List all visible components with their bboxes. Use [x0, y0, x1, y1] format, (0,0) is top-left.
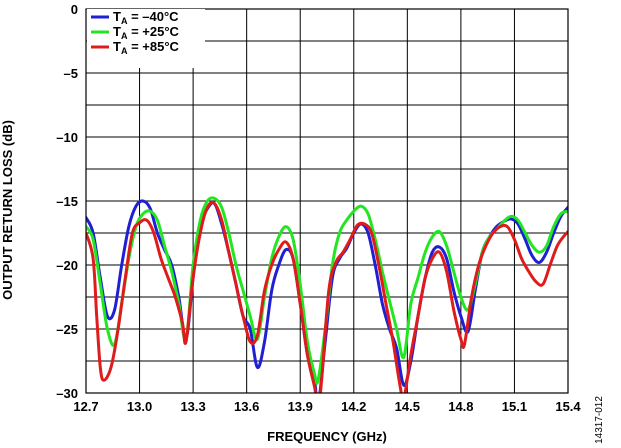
- y-axis-label: OUTPUT RETURN LOSS (dB): [0, 120, 15, 300]
- x-tick-label: 13.9: [288, 399, 313, 414]
- y-tick-label: –25: [56, 322, 78, 337]
- y-tick-label: –10: [56, 130, 78, 145]
- y-tick-labels: 0 –5 –10 –15 –20 –25 –30: [56, 2, 78, 401]
- series-line-2: [86, 201, 568, 393]
- x-tick-label: 14.8: [448, 399, 473, 414]
- legend-box: [87, 9, 205, 68]
- x-tick-label: 15.1: [502, 399, 527, 414]
- y-tick-label: –30: [56, 386, 78, 401]
- x-tick-label: 13.6: [234, 399, 259, 414]
- y-tick-label: –20: [56, 258, 78, 273]
- figure-id: 14317-012: [594, 396, 605, 444]
- plot-frame: [85, 8, 569, 394]
- x-axis-label: FREQUENCY (GHz): [267, 429, 387, 444]
- x-tick-label: 13.3: [180, 399, 205, 414]
- x-tick-label: 12.7: [73, 399, 98, 414]
- series-layer: [86, 196, 568, 393]
- y-tick-label: –15: [56, 194, 78, 209]
- x-tick-label: 13.0: [127, 399, 152, 414]
- x-tick-label: 14.2: [341, 399, 366, 414]
- y-tick-label: –5: [64, 66, 78, 81]
- legend-label: TA = +25°C: [113, 24, 180, 41]
- legend: TA = –40°CTA = +25°CTA = +85°C: [91, 9, 180, 56]
- legend-label: TA = –40°C: [113, 9, 179, 26]
- y-tick-label: 0: [71, 2, 78, 17]
- x-tick-label: 14.5: [395, 399, 420, 414]
- x-tick-label: 15.4: [555, 399, 581, 414]
- x-tick-labels: 12.7 13.0 13.3 13.6 13.9 14.2 14.5 14.8 15.1 15.4: [73, 399, 581, 414]
- legend-label: TA = +85°C: [113, 39, 180, 56]
